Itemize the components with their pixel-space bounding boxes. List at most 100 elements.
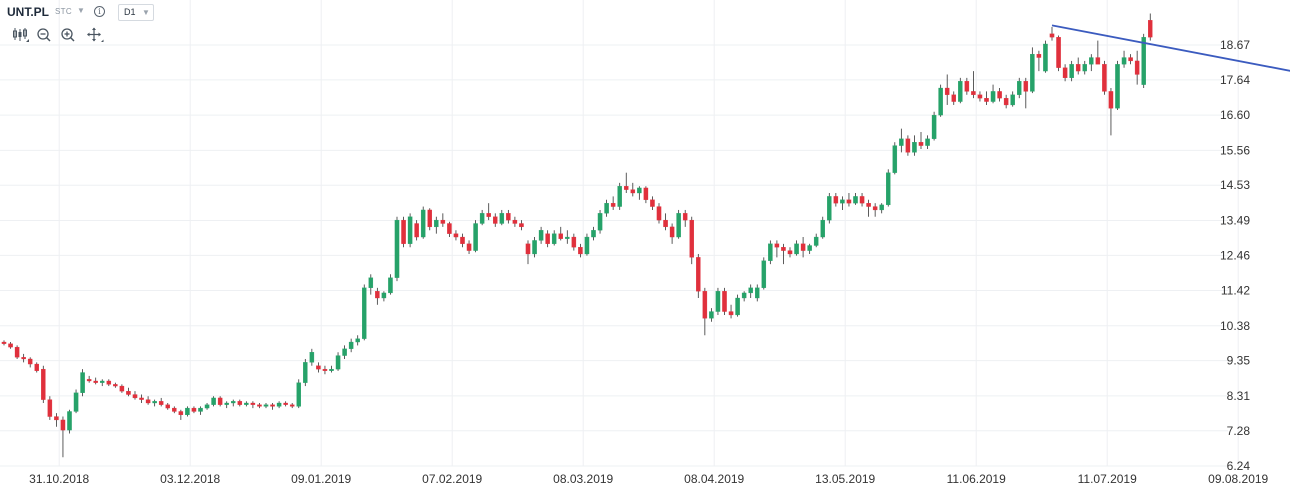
candle-down	[1108, 91, 1114, 109]
y-tick-label: 6.24	[1227, 459, 1251, 473]
y-tick-label: 16.60	[1220, 108, 1250, 122]
candle-down	[106, 380, 112, 385]
move-icon[interactable]	[86, 27, 104, 43]
x-tick-label: 08.04.2019	[684, 472, 744, 486]
candle-down	[1, 341, 7, 344]
candle-down	[460, 236, 465, 244]
candle-down	[139, 397, 144, 400]
trendline[interactable]	[1051, 24, 1290, 77]
candle-down	[132, 394, 138, 399]
candle-down	[158, 401, 164, 405]
candle-down	[859, 196, 865, 204]
candle-up	[886, 172, 891, 206]
candle-up	[407, 216, 413, 244]
candle-down	[872, 206, 878, 211]
candle-down	[41, 368, 46, 400]
candle-down	[440, 219, 446, 224]
candle-down	[781, 247, 786, 251]
candle-up	[565, 236, 570, 239]
candle-down	[453, 233, 459, 238]
symbol-label[interactable]: UNT.PL	[7, 5, 49, 19]
candle-up	[1043, 43, 1048, 72]
candle-up	[211, 397, 216, 405]
candle-up	[755, 287, 760, 299]
candle-down	[506, 213, 511, 221]
candle-down	[113, 384, 118, 387]
candle-up	[244, 402, 249, 405]
x-tick-label: 08.03.2019	[553, 472, 613, 486]
candle-up	[420, 209, 426, 238]
x-tick-label: 09.01.2019	[291, 472, 351, 486]
candle-down	[217, 397, 223, 405]
candle-up	[813, 236, 819, 246]
candle-up	[676, 213, 681, 238]
candle-down	[558, 233, 564, 239]
grid-lines	[0, 0, 1239, 467]
candle-down	[191, 407, 197, 412]
candle-up	[361, 287, 367, 339]
timeframe-select[interactable]: D1 ▼	[118, 4, 154, 21]
candle-down	[682, 213, 688, 221]
candle-down	[800, 243, 806, 251]
candle-up	[735, 297, 740, 316]
candles	[1, 13, 1153, 458]
candle-up	[853, 196, 858, 204]
candle-down	[283, 402, 288, 405]
candle-down	[257, 404, 262, 407]
candle-down	[322, 368, 328, 371]
candle-up	[840, 199, 845, 204]
candle-up	[185, 407, 190, 416]
candle-up	[230, 401, 236, 404]
candle-down	[964, 81, 970, 92]
candle-up	[152, 401, 157, 404]
candle-down	[702, 291, 708, 319]
x-tick-label: 13.05.2019	[815, 472, 875, 486]
candle-down	[774, 243, 780, 248]
candle-down	[512, 219, 518, 224]
chart-toolbar: UNT.PL STC ▼ i D1 ▼	[0, 0, 1290, 48]
candle-up	[820, 219, 826, 238]
candle-up	[1069, 64, 1074, 79]
candle-down	[1023, 81, 1029, 92]
candle-up	[827, 196, 832, 221]
candle-up	[761, 260, 767, 288]
candle-up	[532, 240, 537, 255]
candle-up	[637, 187, 642, 194]
candle-up	[381, 292, 387, 299]
chevron-down-icon[interactable]: ▼	[77, 6, 85, 15]
candle-down	[414, 223, 419, 238]
candle-up	[355, 338, 360, 343]
candle-down	[787, 250, 793, 255]
candle-down	[833, 196, 839, 204]
y-tick-label: 9.35	[1227, 354, 1251, 368]
candle-up	[807, 245, 812, 251]
candle-down	[1003, 98, 1009, 106]
candle-up	[1082, 64, 1088, 72]
candle-down	[145, 399, 151, 404]
candle-down	[1062, 67, 1068, 79]
candles-icon[interactable]	[12, 27, 30, 43]
instrument-type-label[interactable]: STC	[55, 7, 72, 16]
candle-down	[722, 291, 727, 312]
candle-down	[119, 385, 125, 392]
trendline-line[interactable]	[1051, 24, 1290, 77]
candle-down	[663, 219, 668, 228]
candle-up	[597, 213, 603, 231]
candle-down	[427, 209, 432, 228]
y-tick-label: 12.46	[1220, 248, 1250, 262]
candle-down	[172, 407, 177, 412]
zoom-in-icon[interactable]	[60, 27, 78, 43]
candle-up	[958, 81, 963, 102]
candle-up	[794, 243, 799, 255]
candle-up	[1121, 57, 1127, 65]
zoom-out-icon[interactable]	[36, 27, 54, 43]
candle-down	[656, 206, 662, 221]
candle-down	[951, 94, 957, 102]
y-tick-label: 8.31	[1227, 389, 1251, 403]
info-icon[interactable]: i	[94, 6, 105, 17]
candle-down	[519, 223, 524, 228]
candle-down	[984, 98, 989, 102]
candle-down	[1148, 20, 1153, 38]
candle-down	[905, 138, 911, 153]
